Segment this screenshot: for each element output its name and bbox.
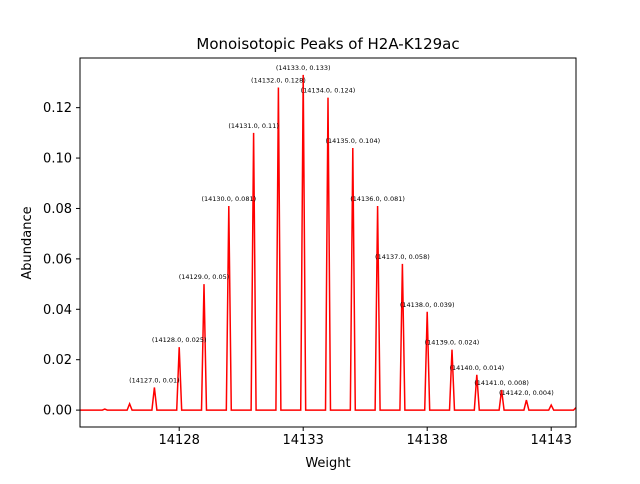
peak-annotation: (14133.0, 0.133) [276,64,331,72]
plot-area: (14127.0, 0.01) (14128.0, 0.025) (14129.0,… [43,57,577,448]
peak-annotation: (14140.0, 0.014) [449,364,504,372]
x-axis-label: Weight [305,456,350,471]
peak-annotation: (14142.0, 0.004) [499,389,554,397]
peak-annotation: (14137.0, 0.058) [375,253,430,261]
peak-annotation: (14127.0, 0.01) [129,376,180,384]
y-tick-label: 0.04 [43,303,72,318]
x-tick-label: 14143 [531,433,572,448]
axes-frame [79,57,577,428]
abundance-line [80,74,576,411]
peak-annotation: (14130.0, 0.081) [201,195,256,203]
y-axis-label: Abundance [20,206,35,279]
peak-annotation: (14135.0, 0.104) [325,137,380,145]
peak-annotation: (14128.0, 0.025) [152,336,207,344]
y-tick-label: 0.02 [43,353,72,368]
y-tick-label: 0.00 [43,404,72,419]
x-tick-label: 14138 [407,433,448,448]
peak-annotation: (14138.0, 0.039) [400,301,455,309]
y-tick-label: 0.08 [43,202,72,217]
chart-title: Monoisotopic Peaks of H2A-K129ac [196,35,459,53]
peak-annotation: (14134.0, 0.124) [301,87,356,95]
y-tick-label: 0.10 [43,152,72,167]
peak-annotation: (14132.0, 0.128) [251,76,306,84]
peak-annotation: (14129.0, 0.05) [179,273,230,281]
y-tick-label: 0.12 [43,101,72,116]
x-tick-label: 14133 [283,433,324,448]
peak-annotation: (14131.0, 0.11) [228,122,279,130]
y-tick-label: 0.06 [43,252,72,267]
peak-annotation: (14141.0, 0.008) [474,379,529,387]
peak-annotation: (14139.0, 0.024) [425,339,480,347]
x-tick-label: 14128 [159,433,200,448]
peak-annotation: (14136.0, 0.081) [350,195,405,203]
